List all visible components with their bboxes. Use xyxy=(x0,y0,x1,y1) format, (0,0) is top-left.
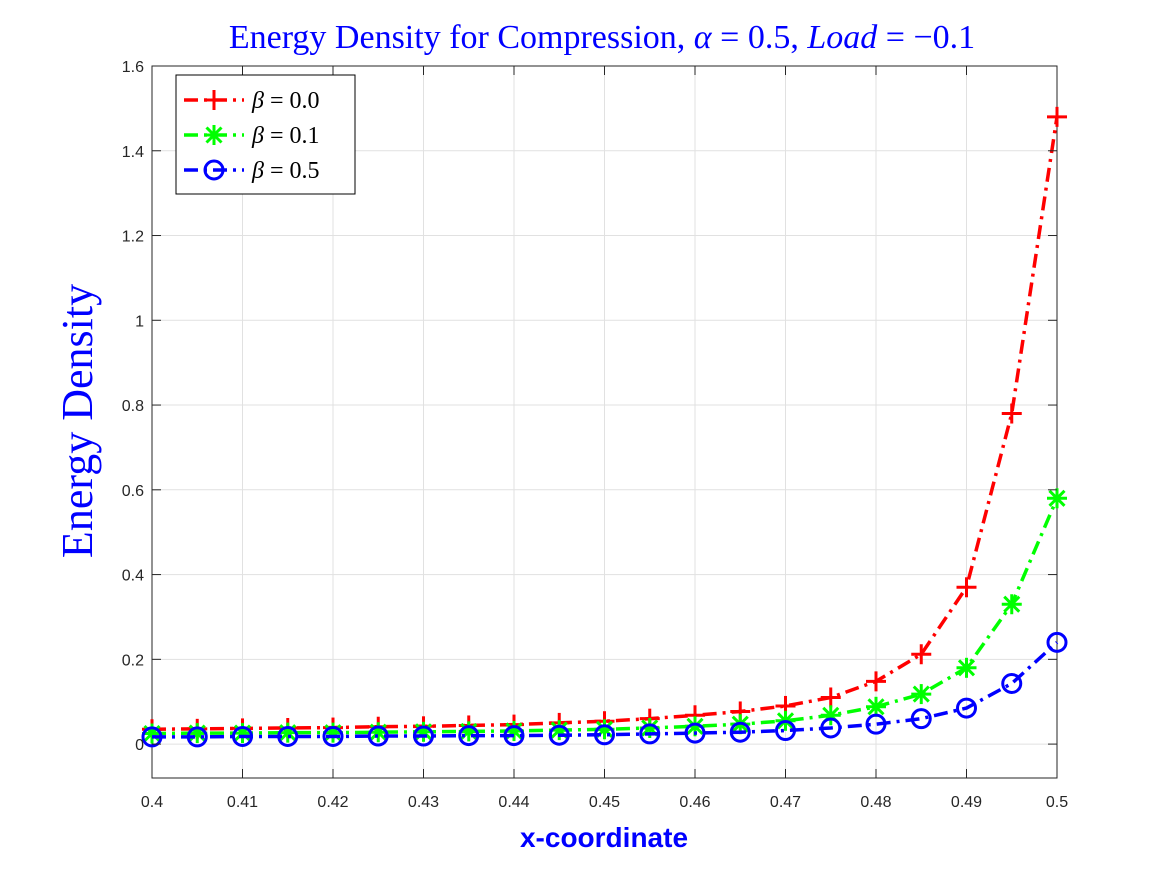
data-point xyxy=(277,725,299,747)
data-point xyxy=(639,723,661,745)
x-tick-label: 0.41 xyxy=(227,794,258,811)
data-point xyxy=(1001,594,1022,615)
x-tick-label: 0.5 xyxy=(1046,794,1068,811)
data-point xyxy=(594,724,615,746)
y-axis-label: Energy Density xyxy=(53,284,102,558)
data-point xyxy=(729,721,751,743)
series-line xyxy=(152,641,1059,739)
data-point xyxy=(956,697,977,719)
legend-label: β = 0.0 xyxy=(251,88,320,114)
data-point xyxy=(232,725,253,747)
y-tick-label: 1.2 xyxy=(122,229,144,246)
data-point xyxy=(1047,106,1067,127)
plot-area xyxy=(141,106,1068,748)
x-tick-label: 0.48 xyxy=(860,794,891,811)
chart-title: Energy Density for Compression, α = 0.5,… xyxy=(229,19,975,56)
data-point xyxy=(1001,672,1023,694)
data-point xyxy=(911,644,932,665)
data-point xyxy=(956,577,977,598)
y-tick-label: 1 xyxy=(135,313,144,330)
data-point xyxy=(141,726,163,748)
x-tick-label: 0.4 xyxy=(141,794,163,811)
y-tick-label: 0.6 xyxy=(122,483,144,500)
x-axis-label: x-coordinate xyxy=(520,822,688,853)
legend-marker xyxy=(204,90,224,110)
data-point xyxy=(820,687,841,708)
x-axis-ticks: 0.4 0.41 0.42 0.43 0.44 0.45 0.46 0.47 0.48 0.49 0… xyxy=(141,66,1068,811)
data-point xyxy=(367,725,389,747)
data-point xyxy=(1047,488,1067,509)
data-point xyxy=(866,696,886,717)
data-point xyxy=(956,657,977,678)
legend-entry: β = 0.0 xyxy=(184,88,320,114)
data-point xyxy=(1046,631,1068,653)
y-tick-label: 0.8 xyxy=(122,398,144,415)
data-point xyxy=(865,713,887,735)
data-point xyxy=(911,684,932,705)
x-tick-label: 0.47 xyxy=(770,794,801,811)
data-point xyxy=(503,725,525,747)
data-point xyxy=(322,725,344,747)
series-2 xyxy=(141,631,1068,748)
legend-label: β = 0.5 xyxy=(251,158,320,184)
legend: β = 0.0 β = 0.1 β = 0.5 xyxy=(175,74,356,195)
data-point xyxy=(910,708,932,730)
data-point xyxy=(458,725,480,747)
x-tick-label: 0.42 xyxy=(317,794,348,811)
x-tick-label: 0.46 xyxy=(679,794,710,811)
x-tick-label: 0.49 xyxy=(951,794,982,811)
legend-entry: β = 0.1 xyxy=(184,123,320,149)
legend-marker xyxy=(203,159,225,181)
data-point xyxy=(820,717,842,739)
x-tick-label: 0.43 xyxy=(408,794,439,811)
legend-label: β = 0.1 xyxy=(251,123,320,149)
data-point xyxy=(186,726,208,748)
data-point xyxy=(775,720,796,742)
legend-entry: β = 0.5 xyxy=(184,158,320,184)
data-point xyxy=(1001,403,1022,424)
legend-marker xyxy=(204,125,224,145)
y-tick-label: 1.6 xyxy=(122,59,144,76)
y-tick-label: 0.2 xyxy=(122,652,144,669)
y-tick-label: 1.4 xyxy=(122,144,144,161)
y-tick-label: 0 xyxy=(135,737,144,754)
series-line xyxy=(151,497,1059,736)
data-point xyxy=(684,722,706,744)
x-tick-label: 0.45 xyxy=(589,794,620,811)
y-tick-label: 0.4 xyxy=(122,568,144,585)
data-point xyxy=(413,725,434,747)
series-line xyxy=(151,116,1059,732)
y-axis-ticks: 0 0.2 0.4 0.6 0.8 1 1.2 1.4 1.6 xyxy=(122,59,1057,754)
x-tick-label: 0.44 xyxy=(498,794,529,811)
data-point xyxy=(548,724,570,746)
data-point xyxy=(866,671,886,692)
